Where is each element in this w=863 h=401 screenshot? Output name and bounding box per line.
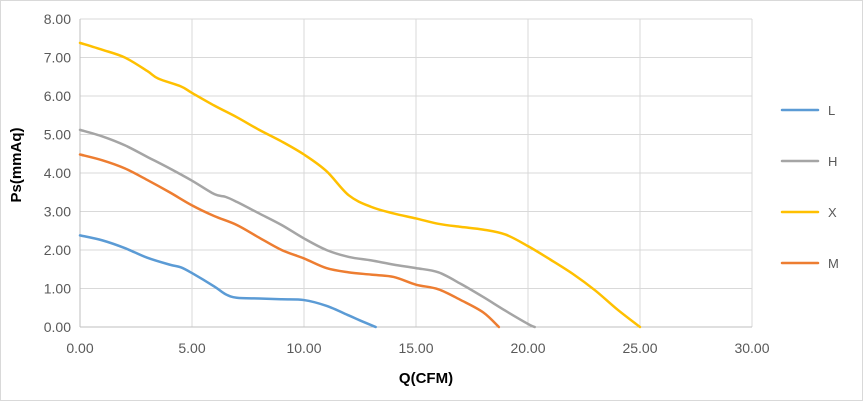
y-tick-label: 0.00: [44, 319, 71, 335]
y-tick-label: 8.00: [44, 11, 71, 27]
series-line-h: [78, 128, 536, 329]
y-tick-label: 2.00: [44, 242, 71, 258]
x-tick-label: 15.00: [398, 340, 433, 356]
y-tick-label: 3.00: [44, 204, 71, 220]
legend-label-h: H: [828, 154, 837, 169]
x-tick-label: 5.00: [178, 340, 205, 356]
series-line-m: [78, 153, 501, 329]
legend-label-l: L: [828, 103, 835, 118]
x-tick-label: 0.00: [66, 340, 93, 356]
series-line-l: [78, 234, 377, 329]
y-tick-label: 6.00: [44, 88, 71, 104]
y-tick-label: 5.00: [44, 127, 71, 143]
y-tick-label: 7.00: [44, 50, 71, 66]
x-tick-label: 25.00: [622, 340, 657, 356]
y-tick-label: 4.00: [44, 165, 71, 181]
x-axis-title: Q(CFM): [399, 370, 453, 387]
legend-label-x: X: [828, 205, 837, 220]
legend-label-m: M: [828, 256, 839, 271]
y-axis-title: Ps(mmAq): [8, 127, 25, 202]
x-tick-label: 30.00: [734, 340, 769, 356]
x-tick-label: 20.00: [510, 340, 545, 356]
series-line-x: [78, 41, 642, 329]
x-tick-label: 10.00: [286, 340, 321, 356]
y-tick-label: 1.00: [44, 281, 71, 297]
